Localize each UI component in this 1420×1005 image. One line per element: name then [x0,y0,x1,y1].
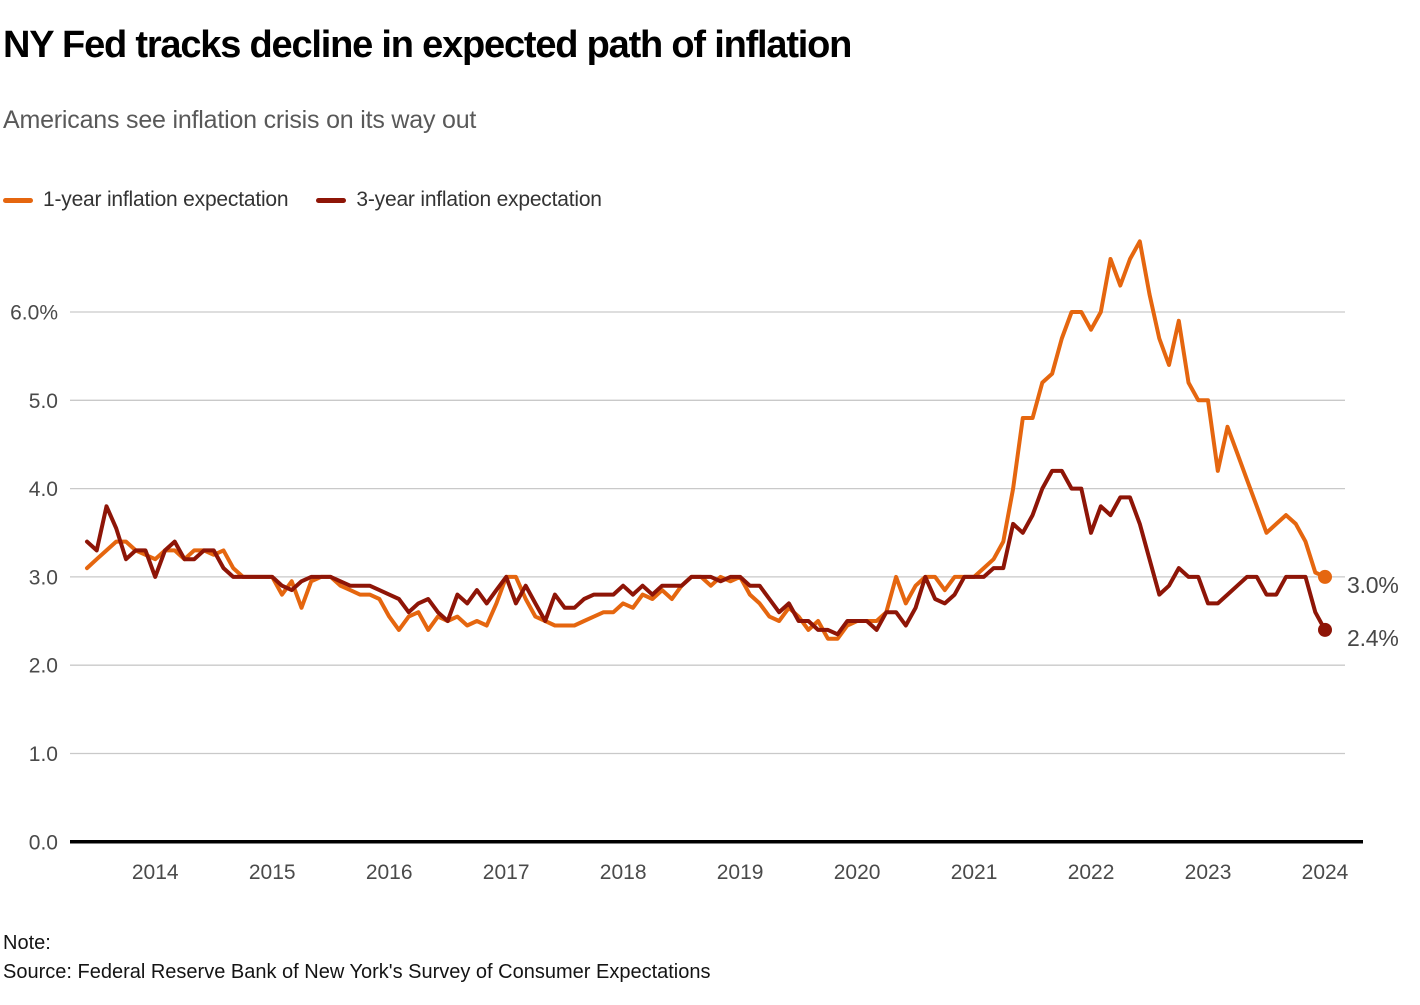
x-axis-tick-label: 2018 [600,861,647,884]
end-value-label-3yr: 2.4% [1347,625,1399,651]
y-axis-tick-label: 1.0 [29,743,58,766]
legend-swatch-3yr-icon [316,197,347,203]
legend-label-3yr: 3-year inflation expectation [356,188,602,211]
series-line-1yr [85,239,1327,641]
end-dot-1yr [1318,569,1332,584]
legend-item-1yr: 1-year inflation expectation [3,188,289,212]
chart-legend: 1-year inflation expectation 3-year infl… [3,188,602,212]
legend-swatch-1yr-icon [3,197,33,203]
x-axis-tick-label: 2023 [1185,861,1232,884]
y-axis-tick-label: 2.0 [29,655,58,678]
x-axis-tick-label: 2014 [132,861,179,884]
source-text: Source: Federal Reserve Bank of New York… [3,961,711,983]
end-value-label-1yr: 3.0% [1347,572,1399,598]
legend-label-1yr: 1-year inflation expectation [43,188,289,211]
series-line-3yr [85,468,1327,637]
x-axis-tick-label: 2022 [1068,861,1115,884]
y-axis-tick-label: 4.0 [29,478,58,501]
page-subtitle: Americans see inflation crisis on its wa… [3,106,477,134]
legend-item-3yr: 3-year inflation expectation [316,188,602,212]
x-axis-tick-label: 2021 [951,861,998,884]
y-axis-tick-label: 5.0 [29,390,58,413]
x-axis-tick-label: 2015 [249,861,296,884]
x-axis-tick-label: 2020 [834,861,881,884]
x-axis-tick-label: 2016 [366,861,413,884]
x-axis-tick-label: 2017 [483,861,530,884]
y-axis-tick-label: 3.0 [29,566,58,589]
y-axis-tick-label: 0.0 [29,831,58,854]
page-title: NY Fed tracks decline in expected path o… [3,24,852,66]
note-text: Note: [3,932,51,954]
end-dot-3yr [1318,622,1332,637]
x-axis-tick-label: 2024 [1302,861,1349,884]
x-axis-tick-label: 2019 [717,861,764,884]
y-axis-tick-label: 6.0% [10,302,58,325]
